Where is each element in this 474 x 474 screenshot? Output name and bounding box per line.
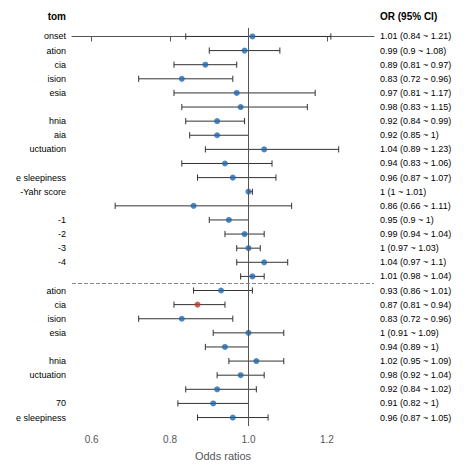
- svg-text:0.8: 0.8: [163, 434, 177, 445]
- svg-text:0.89 (0.81 ~ 0.97): 0.89 (0.81 ~ 0.97): [380, 60, 451, 70]
- svg-text:ation: ation: [46, 46, 66, 56]
- svg-text:0.92 (0.84 ~ 1.02): 0.92 (0.84 ~ 1.02): [380, 384, 451, 394]
- svg-text:uctuation: uctuation: [29, 370, 66, 380]
- svg-text:0.92 (0.85 ~ 1): 0.92 (0.85 ~ 1): [380, 130, 439, 140]
- svg-text:Odds ratios: Odds ratios: [195, 450, 252, 462]
- svg-text:0.83 (0.72 ~ 0.96): 0.83 (0.72 ~ 0.96): [380, 74, 451, 84]
- svg-text:OR (95% CI): OR (95% CI): [380, 11, 437, 22]
- svg-text:-2: -2: [58, 229, 66, 239]
- svg-text:0.6: 0.6: [85, 434, 99, 445]
- svg-text:0.83 (0.72 ~ 0.96): 0.83 (0.72 ~ 0.96): [380, 314, 451, 324]
- svg-text:1.01 (0.98 ~ 1.04): 1.01 (0.98 ~ 1.04): [380, 271, 451, 281]
- svg-text:-1: -1: [58, 215, 66, 225]
- svg-text:-4: -4: [58, 257, 66, 267]
- svg-text:hnia: hnia: [49, 116, 66, 126]
- svg-text:cia: cia: [54, 300, 66, 310]
- svg-text:70: 70: [56, 398, 66, 408]
- svg-text:0.99 (0.9 ~ 1.08): 0.99 (0.9 ~ 1.08): [380, 46, 446, 56]
- svg-text:0.92 (0.84 ~ 0.99): 0.92 (0.84 ~ 0.99): [380, 116, 451, 126]
- svg-text:0.98 (0.83 ~ 1.15): 0.98 (0.83 ~ 1.15): [380, 102, 451, 112]
- svg-text:-Yahr score: -Yahr score: [20, 187, 66, 197]
- svg-text:0.96 (0.87 ~ 1.05): 0.96 (0.87 ~ 1.05): [380, 413, 451, 423]
- svg-text:e sleepiness: e sleepiness: [16, 173, 67, 183]
- svg-text:cia: cia: [54, 60, 66, 70]
- svg-text:1 (0.97 ~ 1.03): 1 (0.97 ~ 1.03): [380, 243, 439, 253]
- svg-text:1.02 (0.95 ~ 1.09): 1.02 (0.95 ~ 1.09): [380, 356, 451, 366]
- svg-text:hnia: hnia: [49, 356, 66, 366]
- svg-text:1.0: 1.0: [242, 434, 256, 445]
- svg-text:tom: tom: [48, 11, 66, 22]
- svg-text:esia: esia: [49, 328, 66, 338]
- svg-text:0.98 (0.92 ~ 1.04): 0.98 (0.92 ~ 1.04): [380, 370, 451, 380]
- svg-text:uctuation: uctuation: [29, 144, 66, 154]
- svg-text:0.86 (0.66 ~ 1.11): 0.86 (0.66 ~ 1.11): [380, 201, 451, 211]
- svg-text:onset: onset: [44, 31, 67, 41]
- svg-text:0.94 (0.83 ~ 1.06): 0.94 (0.83 ~ 1.06): [380, 158, 451, 168]
- svg-text:-3: -3: [58, 243, 66, 253]
- svg-text:0.93 (0.86 ~ 1.01): 0.93 (0.86 ~ 1.01): [380, 286, 451, 296]
- svg-text:1.01 (0.84 ~ 1.21): 1.01 (0.84 ~ 1.21): [380, 31, 451, 41]
- svg-text:1.2: 1.2: [320, 434, 334, 445]
- svg-text:0.97 (0.81 ~ 1.17): 0.97 (0.81 ~ 1.17): [380, 88, 451, 98]
- svg-text:1.04 (0.97 ~ 1.1): 1.04 (0.97 ~ 1.1): [380, 257, 446, 267]
- svg-text:e sleepiness: e sleepiness: [16, 413, 67, 423]
- svg-text:ision: ision: [47, 74, 66, 84]
- svg-text:0.96 (0.87 ~ 1.07): 0.96 (0.87 ~ 1.07): [380, 173, 451, 183]
- svg-text:0.94 (0.89 ~ 1): 0.94 (0.89 ~ 1): [380, 342, 439, 352]
- svg-text:esia: esia: [49, 88, 66, 98]
- svg-text:aia: aia: [54, 130, 66, 140]
- svg-text:ation: ation: [46, 286, 66, 296]
- svg-text:1.04 (0.89 ~ 1.23): 1.04 (0.89 ~ 1.23): [380, 144, 451, 154]
- svg-text:1 (0.91 ~ 1.09): 1 (0.91 ~ 1.09): [380, 328, 439, 338]
- svg-text:0.87 (0.81 ~ 0.94): 0.87 (0.81 ~ 0.94): [380, 300, 451, 310]
- svg-text:0.95 (0.9 ~ 1): 0.95 (0.9 ~ 1): [380, 215, 434, 225]
- svg-text:0.99 (0.94 ~ 1.04): 0.99 (0.94 ~ 1.04): [380, 229, 451, 239]
- svg-text:ision: ision: [47, 314, 66, 324]
- svg-text:1 (1 ~ 1.01): 1 (1 ~ 1.01): [380, 187, 426, 197]
- svg-text:0.91 (0.82 ~ 1): 0.91 (0.82 ~ 1): [380, 398, 439, 408]
